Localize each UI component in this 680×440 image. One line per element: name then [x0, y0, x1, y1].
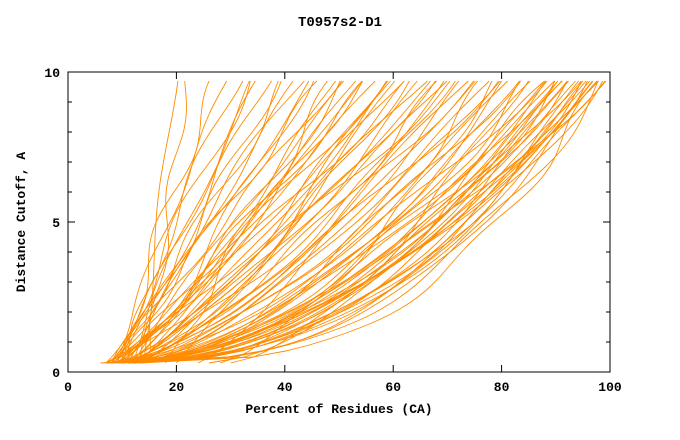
- model-curve: [111, 80, 343, 364]
- model-curve: [122, 80, 499, 364]
- model-curve: [111, 80, 279, 364]
- model-curve: [100, 80, 599, 364]
- model-curve: [122, 80, 563, 364]
- model-curve: [138, 80, 363, 364]
- model-curve: [116, 80, 405, 364]
- model-curve: [116, 80, 448, 364]
- x-tick-label: 100: [598, 380, 622, 395]
- model-curve: [127, 80, 418, 364]
- x-tick-label: 80: [494, 380, 510, 395]
- model-curve: [132, 80, 509, 364]
- model-curve: [111, 80, 503, 364]
- model-curve: [116, 80, 272, 364]
- x-tick-label: 0: [64, 380, 72, 395]
- model-curve: [176, 80, 391, 364]
- model-curve: [111, 80, 582, 364]
- model-curve: [219, 80, 493, 364]
- model-curve: [116, 80, 318, 364]
- model-curve: [127, 80, 294, 364]
- model-curve: [116, 80, 387, 364]
- model-curve: [127, 80, 244, 364]
- y-tick-label: 0: [52, 366, 60, 381]
- model-curve: [110, 80, 251, 364]
- model-curve: [111, 80, 476, 364]
- model-curve: [127, 80, 456, 364]
- model-curve: [122, 80, 531, 364]
- model-curve: [111, 80, 405, 364]
- model-curve: [197, 80, 445, 364]
- model-curve: [105, 80, 363, 364]
- model-curve: [116, 80, 475, 364]
- model-curves-group: [100, 80, 607, 364]
- model-curve: [105, 80, 310, 364]
- model-curve: [138, 80, 598, 364]
- model-curve: [111, 80, 555, 364]
- model-curve: [127, 80, 599, 364]
- model-curve: [111, 80, 607, 364]
- model-curve: [116, 80, 520, 364]
- model-curve: [208, 80, 562, 364]
- x-tick-label: 40: [277, 380, 293, 395]
- x-tick-label: 20: [169, 380, 185, 395]
- model-curve: [105, 80, 604, 364]
- y-axis-label: Distance Cutoff, A: [14, 152, 29, 293]
- model-curve: [165, 80, 328, 364]
- axis-ticks-group: [67, 71, 611, 373]
- model-curve: [127, 80, 522, 364]
- y-tick-label: 10: [44, 66, 60, 81]
- x-tick-label: 60: [385, 380, 401, 395]
- model-curve: [122, 80, 460, 364]
- model-curve: [121, 80, 256, 364]
- tick-labels-group: 0 20 40 60 80 100 0 5 10: [44, 66, 622, 395]
- model-curve: [116, 80, 569, 364]
- model-curve: [132, 80, 250, 364]
- model-curve: [230, 80, 529, 364]
- model-curve: [127, 80, 545, 364]
- model-curve: [116, 80, 593, 364]
- model-curve: [132, 80, 315, 364]
- model-curve: [111, 80, 584, 364]
- model-curve: [138, 80, 490, 364]
- model-curve: [111, 80, 438, 364]
- model-curve: [127, 80, 478, 364]
- model-curve: [121, 80, 210, 364]
- model-curve: [105, 80, 521, 364]
- model-curve: [116, 80, 228, 364]
- y-tick-label: 5: [52, 216, 60, 231]
- x-axis-label: Percent of Residues (CA): [245, 402, 432, 417]
- model-curve: [132, 80, 556, 364]
- model-curve: [105, 80, 451, 364]
- model-curve: [132, 80, 345, 364]
- model-curve: [105, 80, 428, 364]
- model-curve: [132, 80, 576, 364]
- chart-title: T0957s2-D1: [298, 15, 382, 31]
- model-curve: [105, 80, 587, 364]
- model-curve: [111, 80, 376, 364]
